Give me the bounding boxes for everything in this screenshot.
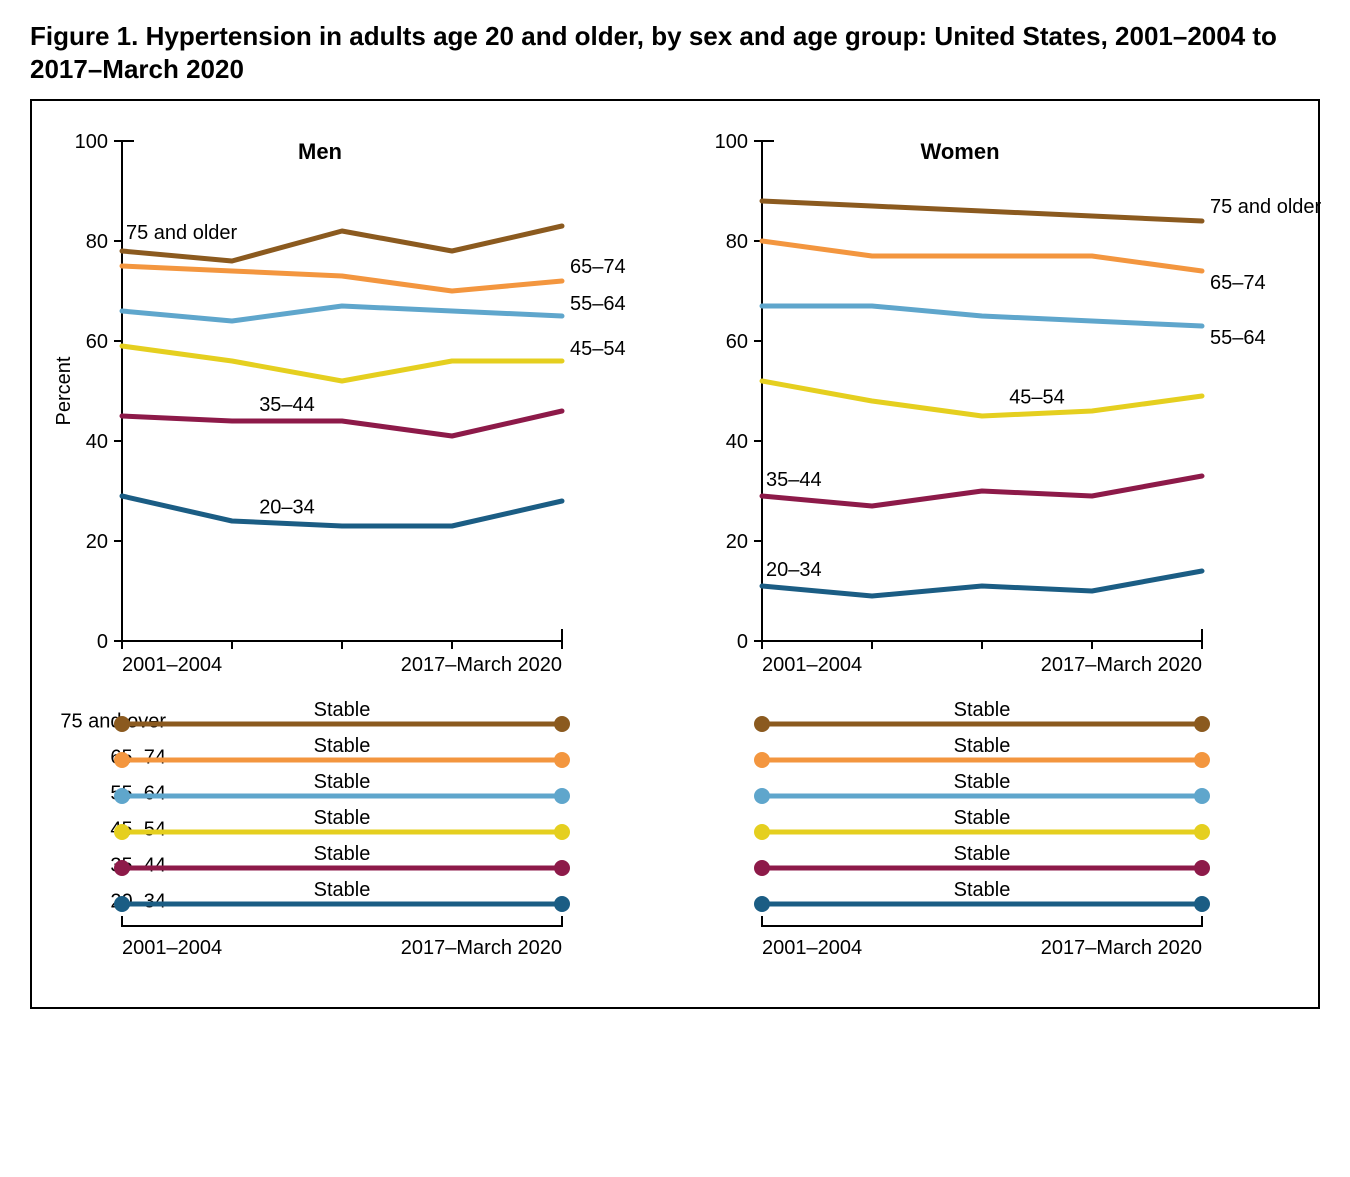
trend-dot — [1194, 716, 1210, 732]
trend-dot — [554, 716, 570, 732]
trend-text: Stable — [314, 807, 371, 829]
trend-text: Stable — [954, 735, 1011, 757]
trend-axis — [762, 916, 1202, 926]
x-tick-label-start: 2001–2004 — [122, 654, 222, 676]
y-tick-label: 100 — [715, 131, 748, 153]
series-label-75+: 75 and older — [126, 222, 238, 244]
trend-dot — [754, 860, 770, 876]
trend-x-label-start: 2001–2004 — [122, 937, 222, 959]
figure-title: Figure 1. Hypertension in adults age 20 … — [30, 20, 1320, 85]
trend-dot — [554, 788, 570, 804]
series-line-20_34 — [762, 571, 1202, 596]
series-label-65_74: 65–74 — [1210, 272, 1266, 294]
series-line-35_44 — [122, 411, 562, 436]
series-line-55_64 — [762, 306, 1202, 326]
trend-dot — [114, 752, 130, 768]
series-label-45_54: 45–54 — [570, 338, 626, 360]
trend-dot — [1194, 896, 1210, 912]
x-tick-label-end: 2017–March 2020 — [1041, 654, 1202, 676]
trend-text: Stable — [314, 735, 371, 757]
trend-text: Stable — [954, 879, 1011, 901]
series-label-20_34: 20–34 — [259, 497, 315, 519]
trend-svg: 75 and over65–7455–6445–5435–4420–34Stab… — [52, 696, 1332, 972]
x-tick-label-start: 2001–2004 — [762, 654, 862, 676]
trend-dot — [114, 896, 130, 912]
trend-dot — [554, 752, 570, 768]
series-line-65_74 — [122, 266, 562, 291]
trend-text: Stable — [954, 771, 1011, 793]
trend-summary-row: 75 and over65–7455–6445–5435–4420–34Stab… — [52, 696, 1298, 977]
y-tick-label: 100 — [75, 131, 108, 153]
trend-text: Stable — [954, 699, 1011, 721]
line-charts-row: 0 20 40 60 80 100 2001–2004 2017–March 2020 Perc… — [52, 121, 1298, 696]
trend-dot — [1194, 752, 1210, 768]
trend-dot — [1194, 824, 1210, 840]
trend-dot — [554, 824, 570, 840]
trend-dot — [754, 788, 770, 804]
y-tick-label: 80 — [726, 231, 748, 253]
trend-text: Stable — [314, 843, 371, 865]
trend-axis — [122, 916, 562, 926]
y-tick-label: 0 — [737, 631, 748, 653]
trend-dot — [754, 716, 770, 732]
y-tick-label: 80 — [86, 231, 108, 253]
panel-title: Men — [298, 139, 342, 164]
series-label-20_34: 20–34 — [766, 559, 822, 581]
trend-dot — [114, 716, 130, 732]
y-tick-label: 0 — [97, 631, 108, 653]
y-tick-label: 20 — [86, 531, 108, 553]
y-tick-label: 40 — [726, 431, 748, 453]
trend-text: Stable — [314, 771, 371, 793]
y-axis-label: Percent — [53, 356, 75, 425]
trend-dot — [754, 824, 770, 840]
trend-dot — [754, 896, 770, 912]
series-label-55_64: 55–64 — [570, 293, 626, 315]
axis — [122, 141, 562, 641]
series-label-45_54: 45–54 — [1009, 387, 1065, 409]
x-tick-label-end: 2017–March 2020 — [401, 654, 562, 676]
trend-dot — [114, 860, 130, 876]
series-line-45_54 — [122, 346, 562, 381]
trend-text: Stable — [954, 807, 1011, 829]
series-line-20_34 — [122, 496, 562, 526]
series-line-55_64 — [122, 306, 562, 321]
series-label-35_44: 35–44 — [259, 394, 315, 416]
trend-dot — [754, 752, 770, 768]
trend-text: Stable — [314, 699, 371, 721]
series-line-65_74 — [762, 241, 1202, 271]
trend-x-label-end: 2017–March 2020 — [1041, 937, 1202, 959]
y-tick-label: 60 — [726, 331, 748, 353]
trend-x-label-end: 2017–March 2020 — [401, 937, 562, 959]
trend-dot — [554, 896, 570, 912]
series-line-45_54 — [762, 381, 1202, 416]
y-tick-label: 40 — [86, 431, 108, 453]
figure-frame: 0 20 40 60 80 100 2001–2004 2017–March 2020 Perc… — [30, 99, 1320, 1009]
series-label-55_64: 55–64 — [1210, 327, 1266, 349]
series-label-75+: 75 and older — [1210, 196, 1322, 218]
series-label-35_44: 35–44 — [766, 469, 822, 491]
trend-dot — [1194, 788, 1210, 804]
trend-dot — [1194, 860, 1210, 876]
y-tick-label: 20 — [726, 531, 748, 553]
charts-svg: 0 20 40 60 80 100 2001–2004 2017–March 2020 Perc… — [52, 121, 1332, 691]
y-tick-label: 60 — [86, 331, 108, 353]
series-line-35_44 — [762, 476, 1202, 506]
trend-text: Stable — [314, 879, 371, 901]
trend-text: Stable — [954, 843, 1011, 865]
series-line-75+ — [762, 201, 1202, 221]
trend-x-label-start: 2001–2004 — [762, 937, 862, 959]
trend-dot — [114, 788, 130, 804]
trend-dot — [114, 824, 130, 840]
panel-title: Women — [920, 139, 999, 164]
trend-dot — [554, 860, 570, 876]
series-label-65_74: 65–74 — [570, 256, 626, 278]
